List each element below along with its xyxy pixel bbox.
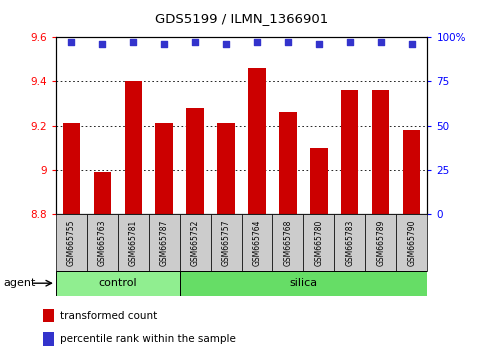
Text: percentile rank within the sample: percentile rank within the sample <box>60 334 236 344</box>
Point <box>377 40 385 45</box>
Bar <box>366 214 397 271</box>
Point <box>408 41 416 47</box>
Text: transformed count: transformed count <box>60 310 157 321</box>
Bar <box>211 214 242 271</box>
Text: GSM665757: GSM665757 <box>222 219 230 266</box>
Point <box>160 41 168 47</box>
Text: agent: agent <box>4 278 36 288</box>
Bar <box>280 112 297 214</box>
Bar <box>272 214 303 271</box>
Point <box>129 40 137 45</box>
Bar <box>311 148 327 214</box>
Bar <box>125 81 142 214</box>
Bar <box>372 90 389 214</box>
Text: GSM665783: GSM665783 <box>345 219 355 266</box>
Bar <box>86 214 117 271</box>
Bar <box>56 214 86 271</box>
Bar <box>43 332 54 346</box>
Text: GSM665780: GSM665780 <box>314 219 324 266</box>
Text: GSM665752: GSM665752 <box>190 219 199 266</box>
Text: GSM665764: GSM665764 <box>253 219 261 266</box>
Bar <box>397 214 427 271</box>
Text: control: control <box>98 278 137 288</box>
Bar <box>217 124 235 214</box>
Bar <box>149 214 180 271</box>
Point <box>67 40 75 45</box>
Bar <box>43 309 54 322</box>
Point <box>346 40 354 45</box>
Point <box>315 41 323 47</box>
Bar <box>248 68 266 214</box>
Point <box>98 41 106 47</box>
Bar <box>341 90 358 214</box>
Point <box>284 40 292 45</box>
Point <box>253 40 261 45</box>
Bar <box>62 124 80 214</box>
Text: silica: silica <box>289 278 317 288</box>
Text: GSM665781: GSM665781 <box>128 219 138 266</box>
Bar <box>334 214 366 271</box>
Text: GSM665763: GSM665763 <box>98 219 107 266</box>
Bar <box>186 108 203 214</box>
Bar <box>242 214 272 271</box>
Text: GSM665790: GSM665790 <box>408 219 416 266</box>
Bar <box>94 172 111 214</box>
Bar <box>180 271 427 296</box>
Point <box>222 41 230 47</box>
Point <box>191 40 199 45</box>
Text: GSM665789: GSM665789 <box>376 219 385 266</box>
Bar <box>117 214 149 271</box>
Bar <box>56 271 180 296</box>
Text: GSM665787: GSM665787 <box>159 219 169 266</box>
Text: GDS5199 / ILMN_1366901: GDS5199 / ILMN_1366901 <box>155 12 328 25</box>
Bar <box>403 130 421 214</box>
Bar <box>156 124 172 214</box>
Text: GSM665768: GSM665768 <box>284 219 293 266</box>
Bar <box>180 214 211 271</box>
Bar <box>303 214 334 271</box>
Text: GSM665755: GSM665755 <box>67 219 75 266</box>
